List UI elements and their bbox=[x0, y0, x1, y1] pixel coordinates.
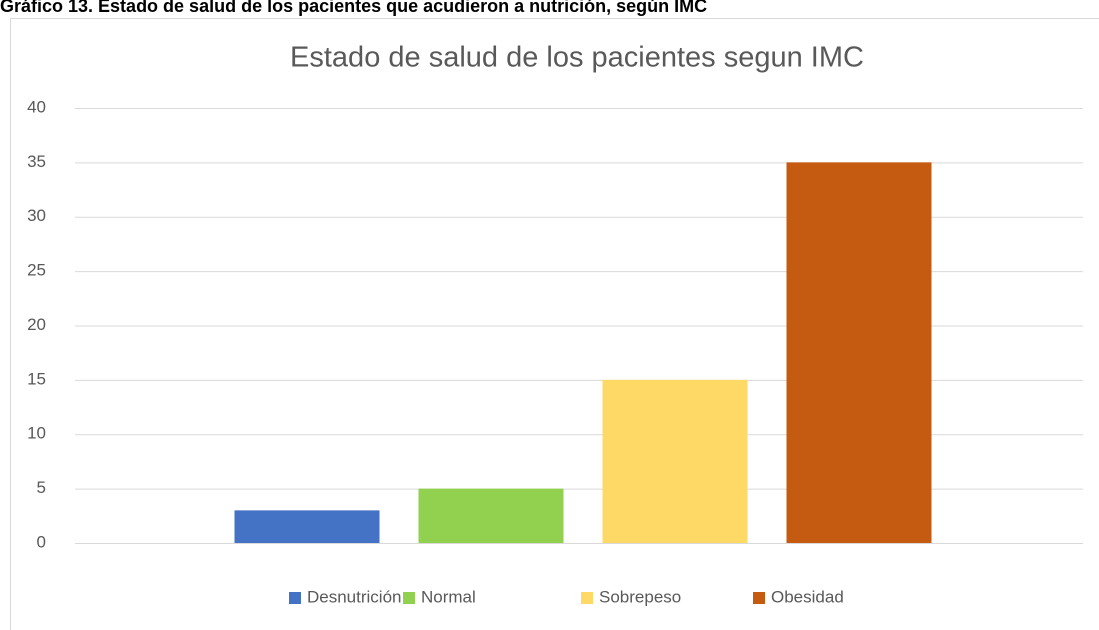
y-tick-label: 20 bbox=[27, 315, 46, 334]
bar bbox=[602, 379, 748, 543]
caption: Gráfico 13. Estado de salud de los pacie… bbox=[0, 0, 707, 16]
y-tick-label: 0 bbox=[37, 532, 46, 551]
legend-label: Desnutrición bbox=[307, 587, 402, 606]
legend-swatch bbox=[581, 592, 593, 604]
bar bbox=[234, 510, 380, 543]
legend-label: Obesidad bbox=[771, 587, 844, 606]
y-tick-label: 35 bbox=[27, 152, 46, 171]
y-tick-label: 25 bbox=[27, 261, 46, 280]
y-tick-label: 15 bbox=[27, 369, 46, 388]
legend-swatch bbox=[403, 592, 415, 604]
legend-label: Sobrepeso bbox=[599, 587, 681, 606]
bar bbox=[418, 488, 564, 543]
chart-title: Estado de salud de los pacientes segun I… bbox=[290, 42, 864, 74]
y-tick-label: 5 bbox=[37, 478, 46, 497]
y-tick-label: 30 bbox=[27, 206, 46, 225]
legend-swatch bbox=[289, 592, 301, 604]
y-tick-label: 40 bbox=[27, 97, 46, 116]
bar bbox=[786, 162, 932, 543]
y-tick-label: 10 bbox=[27, 424, 46, 443]
legend-label: Normal bbox=[421, 587, 476, 606]
legend-swatch bbox=[753, 592, 765, 604]
